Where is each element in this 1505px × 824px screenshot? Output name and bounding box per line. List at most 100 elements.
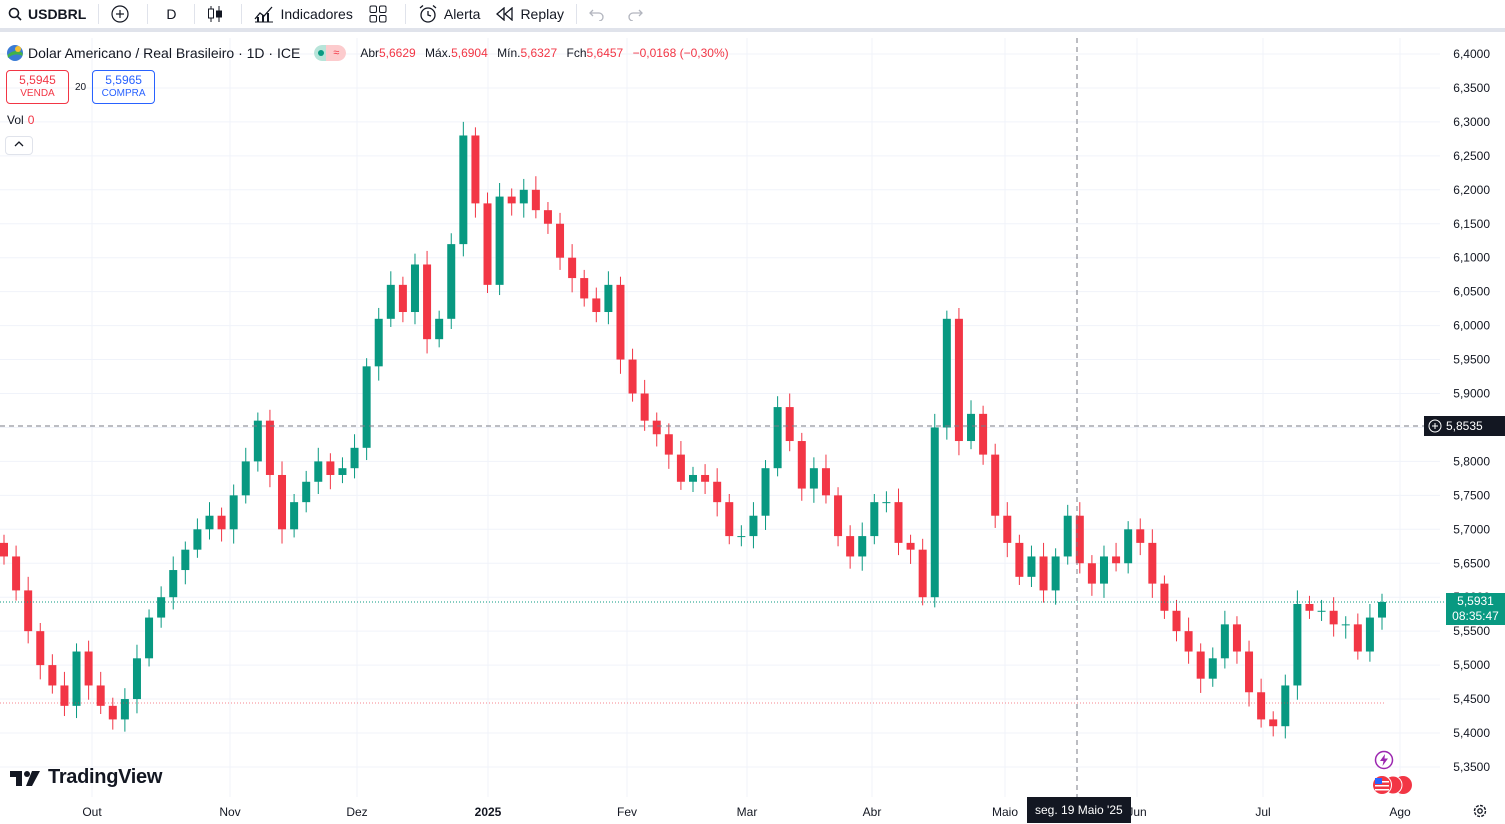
candle-body bbox=[1281, 685, 1290, 727]
add-circle-icon bbox=[111, 5, 129, 23]
candle-body bbox=[785, 407, 794, 442]
redo-icon bbox=[628, 9, 643, 21]
open-value: 5,6629 bbox=[379, 46, 416, 60]
candle-body bbox=[701, 474, 710, 482]
candle-body bbox=[543, 210, 552, 224]
candle-body bbox=[580, 278, 589, 299]
undo-button[interactable] bbox=[581, 0, 619, 30]
candle-body bbox=[918, 549, 927, 598]
candle-body bbox=[241, 461, 250, 496]
price-tick-label: 5,7500 bbox=[1453, 488, 1490, 502]
indicators-label: Indicadores bbox=[280, 6, 353, 22]
candle-body bbox=[1051, 556, 1060, 591]
candle-body bbox=[362, 366, 371, 448]
candle-body bbox=[519, 189, 528, 204]
buy-price: 5,5965 bbox=[105, 73, 142, 87]
time-tick-label: Mar bbox=[737, 805, 758, 819]
candle-body bbox=[459, 135, 468, 245]
candle-body bbox=[447, 244, 456, 319]
crosshair-time: seg. 19 Maio '25 bbox=[1035, 803, 1123, 817]
chevron-up-icon bbox=[14, 141, 24, 147]
time-tick-label: Fev bbox=[617, 805, 637, 819]
candle-body bbox=[834, 495, 843, 537]
buy-button[interactable]: 5,5965 COMPRA bbox=[92, 70, 156, 104]
tradingview-logo-icon bbox=[10, 770, 40, 786]
tradingview-logo[interactable]: TradingView bbox=[10, 766, 162, 789]
candle-body bbox=[145, 617, 154, 659]
candle-body bbox=[290, 502, 299, 530]
chart-type-button[interactable] bbox=[199, 0, 237, 30]
alert-label: Alerta bbox=[443, 6, 481, 22]
interval-button[interactable]: D bbox=[152, 0, 190, 30]
price-axis: 6,4000 6,3500 6,3000 6,2500 6,2000 6,1500 6,10… bbox=[1453, 47, 1490, 774]
candle-body bbox=[1353, 624, 1362, 652]
candle-body bbox=[1015, 542, 1024, 577]
brand-name: TradingView bbox=[48, 766, 163, 788]
market-status-pill[interactable]: ≈ bbox=[314, 45, 347, 61]
sell-price: 5,5945 bbox=[19, 73, 56, 87]
replay-label: Replay bbox=[520, 6, 565, 22]
alert-button[interactable]: Alerta bbox=[410, 0, 489, 30]
candle-body bbox=[1087, 563, 1096, 584]
time-tick-label: Jul bbox=[1255, 805, 1270, 819]
time-axis: Out Nov Dez 2025 Fev Mar Abr Maio Jun Jul Ago bbox=[82, 805, 1411, 819]
candle-body bbox=[809, 468, 818, 489]
candle-body bbox=[60, 685, 69, 706]
candle-body bbox=[894, 502, 903, 543]
replay-button[interactable]: Replay bbox=[488, 0, 572, 30]
time-tick-label: 2025 bbox=[475, 805, 502, 819]
candle-body bbox=[350, 447, 359, 469]
price-tick-label: 5,4000 bbox=[1453, 726, 1490, 740]
time-tick-label: Maio bbox=[992, 805, 1018, 819]
candle-body bbox=[72, 651, 81, 706]
candle-body bbox=[737, 536, 746, 538]
sell-button[interactable]: 5,5945 VENDA bbox=[6, 70, 69, 104]
symbol-search[interactable]: USDBRL bbox=[0, 0, 94, 30]
candle-body bbox=[326, 461, 335, 475]
candle-body bbox=[181, 549, 190, 571]
candle-body bbox=[846, 536, 855, 557]
price-tick-label: 6,3000 bbox=[1453, 115, 1490, 129]
candle-body bbox=[483, 203, 492, 285]
price-tick-label: 6,2500 bbox=[1453, 149, 1490, 163]
collapse-legend-button[interactable] bbox=[5, 136, 33, 155]
lightning-badge[interactable] bbox=[1374, 750, 1394, 775]
time-tick-label: Nov bbox=[219, 805, 240, 819]
candle-body bbox=[773, 407, 782, 469]
candle-body bbox=[410, 264, 419, 313]
candle-body bbox=[1341, 624, 1350, 626]
price-tick-label: 5,7000 bbox=[1453, 522, 1490, 536]
candle-body bbox=[265, 420, 274, 475]
spread-value: 20 bbox=[75, 81, 87, 93]
symbol-name: USDBRL bbox=[28, 6, 87, 22]
candle-body bbox=[24, 590, 33, 632]
candle-body bbox=[1136, 529, 1145, 543]
candle-body bbox=[592, 298, 601, 313]
candle-body bbox=[568, 257, 577, 279]
high-label: Máx. bbox=[425, 46, 452, 60]
candle-body bbox=[36, 631, 45, 666]
compare-button[interactable] bbox=[103, 0, 143, 30]
indicators-button[interactable]: Indicadores bbox=[246, 0, 360, 30]
candle-body bbox=[967, 413, 976, 442]
candle-body bbox=[132, 658, 141, 700]
candle-body bbox=[217, 515, 226, 530]
candle-body bbox=[991, 454, 1000, 516]
chart-settings-button[interactable] bbox=[1472, 803, 1488, 824]
layouts-button[interactable] bbox=[361, 0, 401, 30]
symbol-title: Dolar Americano / Real Brasileiro · 1D ·… bbox=[28, 45, 301, 61]
price-tick-label: 5,6500 bbox=[1453, 556, 1490, 570]
candle-body bbox=[1039, 556, 1048, 591]
candle-body bbox=[797, 441, 806, 489]
add-circle-icon[interactable] bbox=[1428, 419, 1442, 433]
candle-body bbox=[1305, 603, 1314, 611]
time-tick-label: Out bbox=[82, 805, 102, 819]
price-tick-label: 6,1000 bbox=[1453, 251, 1490, 265]
candle-body bbox=[84, 651, 93, 686]
divider bbox=[241, 4, 243, 24]
redo-button[interactable] bbox=[619, 0, 657, 30]
candles bbox=[0, 121, 1386, 739]
candle-body bbox=[761, 468, 770, 516]
economic-events-badge[interactable] bbox=[1371, 774, 1415, 801]
